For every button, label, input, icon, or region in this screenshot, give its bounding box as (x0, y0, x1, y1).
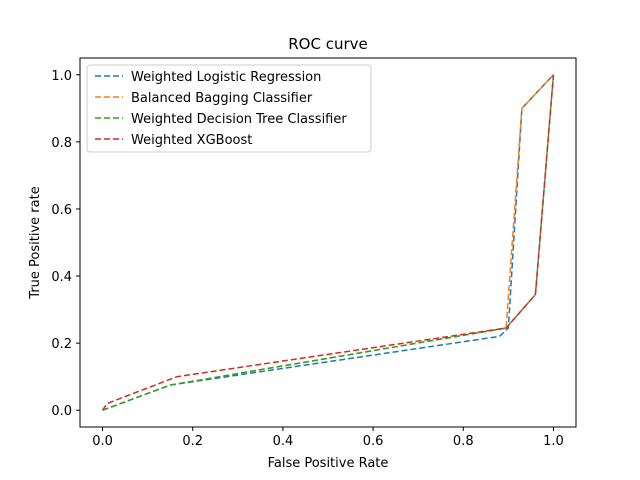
x-tick-label: 1.0 (543, 434, 564, 449)
y-tick-label: 0.6 (51, 203, 72, 218)
y-axis-ticks: 0.0 0.2 0.4 0.6 0.8 1.0 (51, 69, 80, 419)
x-tick-label: 0.2 (182, 434, 203, 449)
series-line-4 (101, 74, 555, 411)
y-tick-label: 0.8 (51, 136, 72, 151)
x-tick-label: 0.8 (453, 434, 474, 449)
legend-label: Weighted XGBoost (131, 133, 252, 148)
plot-frame (79, 57, 577, 428)
y-tick-label: 1.0 (51, 69, 72, 84)
legend-label: Weighted Decision Tree Classifier (131, 112, 347, 127)
y-tick-label: 0.0 (51, 404, 72, 419)
x-tick-label: 0.0 (92, 434, 113, 449)
legend-label: Weighted Logistic Regression (131, 70, 321, 85)
x-tick-label: 0.4 (273, 434, 294, 449)
legend: Weighted Logistic Regression Balanced Bag… (86, 64, 372, 153)
legend-label: Balanced Bagging Classifier (131, 91, 313, 106)
x-axis-ticks: 0.0 0.2 0.4 0.6 0.8 1.0 (92, 427, 564, 449)
plot-lines (101, 74, 555, 411)
chart-title: ROC curve (288, 35, 368, 53)
legend-box (86, 64, 372, 153)
y-tick-label: 0.2 (51, 337, 72, 352)
y-tick-label: 0.4 (51, 270, 72, 285)
x-tick-label: 0.6 (363, 434, 384, 449)
series-line-3 (102, 74, 555, 411)
y-axis-label: True Positive rate (28, 186, 43, 299)
x-axis-label: False Positive Rate (268, 456, 389, 471)
